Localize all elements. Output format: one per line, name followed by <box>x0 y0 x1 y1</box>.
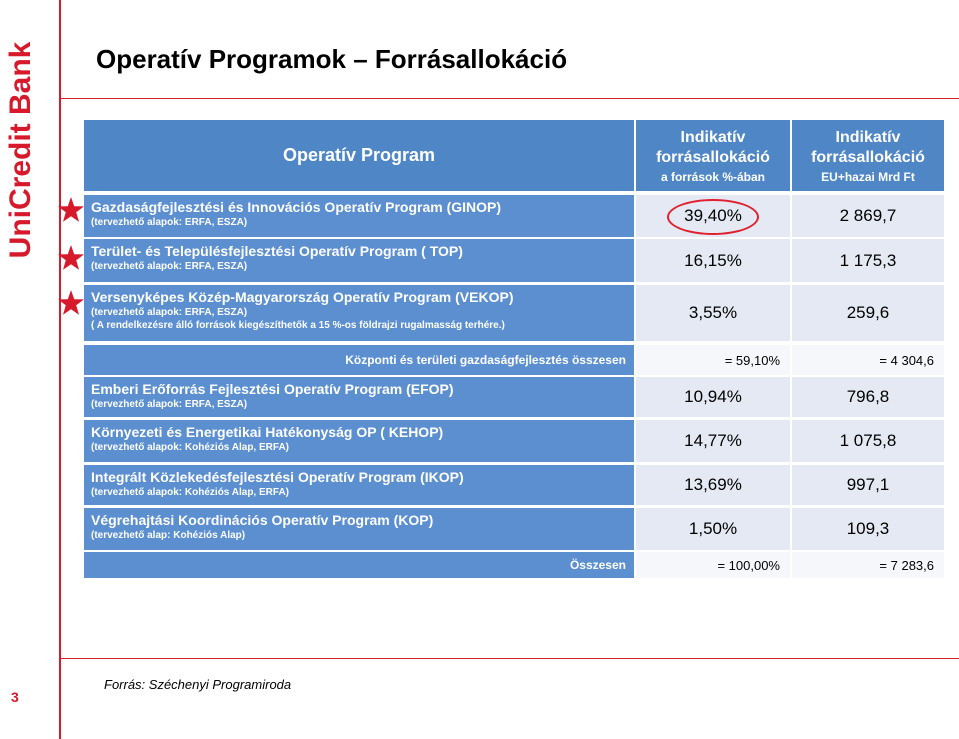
amount-value: 259,6 <box>792 285 944 341</box>
amount-value: 997,1 <box>792 465 944 505</box>
page-number: 3 <box>11 689 19 705</box>
header-col1-title: Indikatív forrásallokáció <box>656 129 770 166</box>
program-funds: (tervezhető alapok: ERFA, ESZA) <box>91 261 248 272</box>
program-row-ikop: Integrált Közlekedésfejlesztési Operatív… <box>84 465 634 505</box>
program-row-top: Terület- és Településfejlesztési Operatí… <box>84 239 634 282</box>
program-row-efop: Emberi Erőforrás Fejlesztési Operatív Pr… <box>84 377 634 417</box>
pct-value: 13,69% <box>636 465 790 505</box>
program-funds: (tervezhető alapok: Kohéziós Alap, ERFA) <box>91 442 289 453</box>
program-row-ginop: Gazdaságfejlesztési és Innovációs Operat… <box>84 195 634 237</box>
pct-value: 14,77% <box>636 420 790 462</box>
title-divider <box>61 98 959 99</box>
amount-value: 796,8 <box>792 377 944 417</box>
header-program: Operatív Program <box>84 120 634 191</box>
amount-value: 1 075,8 <box>792 420 944 462</box>
total-pct: = 100,00% <box>636 552 790 578</box>
program-funds: (tervezhető alapok: ERFA, ESZA) <box>91 399 248 410</box>
program-funds: (tervezhető alapok: ERFA, ESZA) <box>91 217 248 228</box>
total-label: Összesen <box>84 552 634 578</box>
subtotal-amount: = 4 304,6 <box>792 345 944 375</box>
program-funds: (tervezhető alapok: Kohéziós Alap, ERFA) <box>91 487 289 498</box>
program-name: Végrehajtási Koordinációs Operatív Progr… <box>91 512 434 528</box>
star-icon <box>58 290 84 315</box>
star-icon <box>58 245 84 270</box>
program-row-vekop: Versenyképes Közép-Magyarország Operatív… <box>84 285 634 341</box>
header-col1-sub: a források %-ában <box>660 170 766 184</box>
subtotal-label: Központi és területi gazdaságfejlesztés … <box>84 345 634 375</box>
program-row-kehop: Környezeti és Energetikai Hatékonyság OP… <box>84 420 634 462</box>
pct-value: 1,50% <box>636 508 790 550</box>
program-name: Versenyképes Közép-Magyarország Operatív… <box>91 289 514 305</box>
unicredit-logo: UniCredit Bank <box>4 41 37 258</box>
header-col2-sub: EU+hazai Mrd Ft <box>821 170 915 184</box>
pct-value: 16,15% <box>636 239 790 282</box>
program-name: Gazdaságfejlesztési és Innovációs Operat… <box>91 199 502 215</box>
pct-value: 3,55% <box>636 285 790 341</box>
program-name: Környezeti és Energetikai Hatékonyság OP… <box>91 424 444 440</box>
sidebar-divider <box>59 0 61 739</box>
amount-value: 1 175,3 <box>792 239 944 282</box>
header-col2: Indikatív forrásallokáció EU+hazai Mrd F… <box>792 120 944 191</box>
logo-text: UniCredit Bank <box>4 41 37 258</box>
total-amount: = 7 283,6 <box>792 552 944 578</box>
header-col1: Indikatív forrásallokáció a források %-á… <box>636 120 790 191</box>
subtotal-pct: = 59,10% <box>636 345 790 375</box>
program-name: Terület- és Településfejlesztési Operatí… <box>91 243 463 259</box>
amount-value: 109,3 <box>792 508 944 550</box>
program-name: Integrált Közlekedésfejlesztési Operatív… <box>91 469 464 485</box>
page-title: Operatív Programok – Forrásallokáció <box>96 44 568 74</box>
header-program-label: Operatív Program <box>282 145 436 165</box>
footer-divider <box>61 658 959 659</box>
highlight-circle <box>667 199 759 235</box>
amount-value: 2 869,7 <box>792 195 944 237</box>
program-funds: (tervezhető alapok: ERFA, ESZA) <box>91 307 248 318</box>
program-remark: ( A rendelkezésre álló források kiegészí… <box>91 320 505 331</box>
program-name: Emberi Erőforrás Fejlesztési Operatív Pr… <box>91 381 454 397</box>
program-funds: (tervezhető alap: Kohéziós Alap) <box>91 530 246 541</box>
source-note: Forrás: Széchenyi Programiroda <box>104 677 292 692</box>
program-row-kop: Végrehajtási Koordinációs Operatív Progr… <box>84 508 634 550</box>
star-icon <box>58 197 84 222</box>
pct-value: 10,94% <box>636 377 790 417</box>
header-col2-title: Indikatív forrásallokáció <box>811 129 925 166</box>
